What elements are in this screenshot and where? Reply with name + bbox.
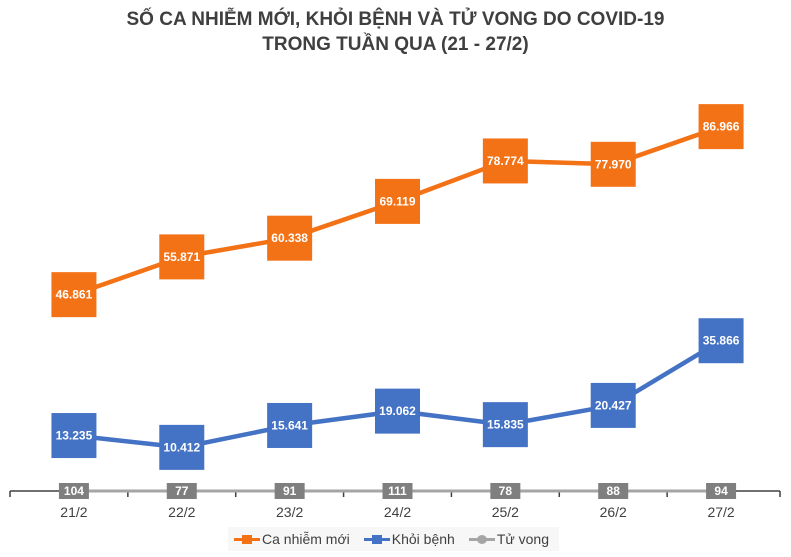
data-point-marker <box>267 402 313 448</box>
data-label: 13.235 <box>56 429 93 443</box>
data-label: 35.866 <box>703 334 740 348</box>
data-label: 78 <box>499 484 513 498</box>
x-tick-label: 21/2 <box>60 504 87 520</box>
data-label: 20.427 <box>595 398 632 412</box>
x-tick-label: 23/2 <box>276 504 303 520</box>
x-tick-label: 24/2 <box>384 504 411 520</box>
blue-line-marker-icon <box>363 534 390 544</box>
legend-item-ca-nhiem-moi[interactable]: Ca nhiễm mới <box>234 531 350 547</box>
data-label: 77.970 <box>595 157 632 171</box>
data-label: 69.119 <box>379 194 415 208</box>
data-label: 94 <box>714 484 728 498</box>
data-point-marker <box>490 483 521 499</box>
data-point-marker <box>706 483 737 499</box>
data-label: 60.338 <box>271 231 308 245</box>
data-point-marker <box>274 483 305 499</box>
series-ca-nhiễm-mới: 46.861 55.871 60.338 69.119 78.774 77.970 86.9… <box>51 104 744 318</box>
data-point-marker <box>159 424 205 470</box>
data-point-marker <box>382 483 413 499</box>
data-point-marker <box>51 413 97 459</box>
x-tick-label: 27/2 <box>707 504 734 520</box>
x-tick-label: 26/2 <box>600 504 627 520</box>
data-label: 15.641 <box>271 418 308 432</box>
data-point-marker <box>698 318 744 364</box>
data-label: 111 <box>388 484 407 498</box>
data-label: 10.412 <box>163 440 200 454</box>
legend: Ca nhiễm mới Khỏi bệnh Tử vong <box>228 527 559 551</box>
data-point-marker <box>598 483 629 499</box>
data-label: 77 <box>175 484 189 498</box>
orange-line-marker-icon <box>234 534 260 544</box>
legend-label: Ca nhiễm mới <box>262 531 350 547</box>
data-label: 15.835 <box>487 418 524 432</box>
x-tick-label: 22/2 <box>168 504 195 520</box>
data-point-marker <box>375 178 420 224</box>
data-point-marker <box>51 272 97 318</box>
legend-label: Khỏi bệnh <box>391 531 455 547</box>
data-point-marker <box>590 382 636 428</box>
series-layer: 104 77 91 111 78 88 94 13.235 10.412 15.641 19.062… <box>51 104 744 499</box>
data-label: 55.871 <box>163 250 200 264</box>
data-label: 78.774 <box>487 154 524 168</box>
legend-label: Tử vong <box>496 531 549 547</box>
series-tử-vong: 104 77 91 111 78 88 94 <box>58 483 737 499</box>
legend-item-khoi-benh[interactable]: Khỏi bệnh <box>363 531 455 547</box>
x-tick-labels: 21/2 22/2 23/2 24/2 25/2 26/2 27/2 <box>60 504 735 520</box>
data-label: 88 <box>607 484 621 498</box>
data-point-marker <box>267 215 313 261</box>
data-point-marker <box>159 234 205 280</box>
chart-subtitle: TRONG TUẦN QUA (21 - 27/2) <box>262 34 529 55</box>
series-khỏi-bệnh: 13.235 10.412 15.641 19.062 15.835 20.427 35.8… <box>51 318 744 470</box>
data-point-marker <box>375 388 420 434</box>
data-label: 46.861 <box>56 288 93 302</box>
data-point-marker <box>590 141 636 187</box>
data-point-marker <box>58 483 89 499</box>
data-point-marker <box>166 483 197 499</box>
chart-title: SỐ CA NHIỄM MỚI, KHỎI BỆNH VÀ TỬ VONG DO… <box>126 9 665 30</box>
data-label: 104 <box>64 484 84 498</box>
data-label: 86.966 <box>703 120 740 134</box>
legend-item-tu-vong[interactable]: Tử vong <box>468 531 549 547</box>
data-point-marker <box>482 402 528 448</box>
x-tick-label: 25/2 <box>492 504 519 520</box>
data-label: 91 <box>283 484 297 498</box>
data-point-marker <box>482 138 528 184</box>
data-label: 19.062 <box>379 404 416 418</box>
data-point-marker <box>698 104 744 150</box>
gray-line-marker-icon <box>468 534 495 544</box>
